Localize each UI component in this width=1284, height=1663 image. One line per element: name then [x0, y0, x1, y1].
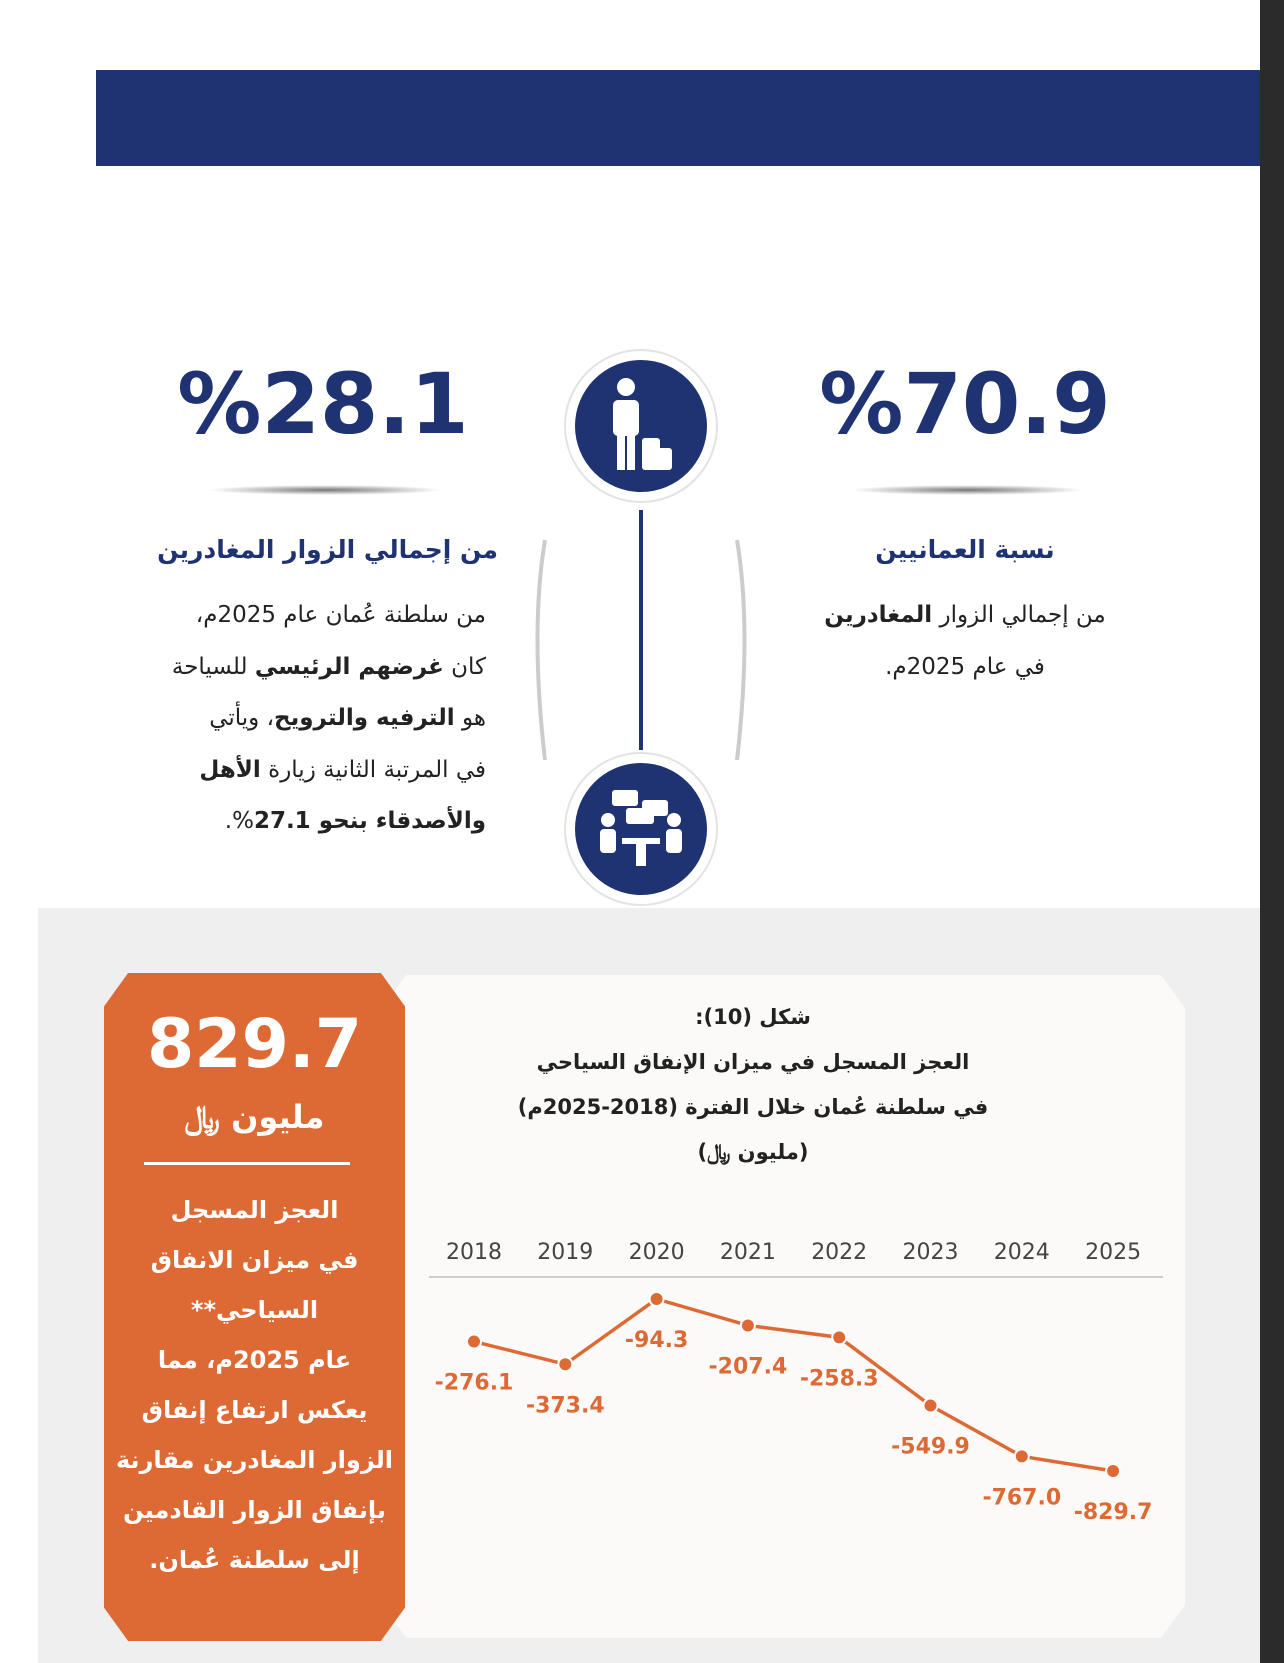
chart: شكل (10): العجز المسجل في ميزان الإنفاق ا…	[429, 1005, 1163, 1525]
callout-line: السياحي**	[190, 1296, 319, 1324]
stat-value: %70.9	[819, 355, 1111, 453]
traveler-icon	[613, 378, 672, 470]
stat-title: نسبة العمانيين	[875, 535, 1055, 564]
x-tick-label: 2019	[537, 1240, 593, 1265]
callout-line: يعكس ارتفاع إنفاق	[141, 1396, 368, 1424]
stat-value: %28.1	[177, 355, 469, 453]
text-segment: كان	[443, 653, 486, 680]
callout-line: عام 2025م، مما	[157, 1346, 352, 1374]
callout-line: الزوار المغادرين مقارنة	[116, 1446, 393, 1474]
value-label: -373.4	[526, 1393, 605, 1418]
text-segment: من سلطنة عُمان عام 2025م،	[195, 602, 486, 628]
value-label: -207.4	[709, 1354, 788, 1379]
header-bar	[96, 70, 1260, 166]
value-label: -767.0	[982, 1485, 1061, 1510]
value-label: -276.1	[435, 1371, 514, 1396]
callout-unit: مليون ﷼	[184, 1098, 325, 1136]
side-border	[1260, 0, 1284, 1663]
text-segment: غرضهم الرئيسي	[254, 653, 444, 680]
point	[1105, 1463, 1122, 1479]
text-segment: الترفيه والترويح	[274, 705, 455, 731]
point	[648, 1291, 665, 1307]
point	[831, 1329, 848, 1346]
text-segment: والأصدقاء بنحو 27.1	[253, 808, 486, 834]
point	[739, 1317, 756, 1334]
text-segment: هو	[454, 705, 486, 731]
text-segment: في عام 2025م.	[885, 653, 1045, 680]
stat-text: من إجمالي الزوار المغادرين في عام 2025م.	[765, 590, 1165, 693]
line	[473, 1297, 1114, 1473]
text-segment: %.	[224, 808, 254, 834]
text-segment: الأهل	[199, 756, 261, 783]
value-label: -258.3	[800, 1366, 879, 1391]
text-line: في المرتبة الثانية زيارة الأهل	[100, 745, 486, 797]
text-line: من سلطنة عُمان عام 2025م،	[100, 590, 486, 642]
x-tick-label: 2018	[446, 1240, 502, 1265]
arc	[735, 539, 747, 761]
text-line: كان غرضهم الرئيسي للسياحة	[100, 642, 486, 694]
divider	[208, 485, 443, 495]
point	[922, 1397, 939, 1414]
text-line: هو الترفيه والترويح، ويأتي	[100, 693, 486, 745]
meeting-icon	[600, 790, 682, 866]
value-label: -549.9	[891, 1435, 970, 1460]
x-tick-label: 2023	[903, 1240, 959, 1265]
icon-column	[535, 349, 747, 906]
chart-card	[382, 975, 1185, 1638]
x-tick-label: 2024	[994, 1240, 1050, 1265]
x-tick-label: 2025	[1085, 1240, 1141, 1265]
divider	[850, 485, 1085, 495]
x-tick-label: 2021	[720, 1240, 776, 1265]
text-line: من إجمالي الزوار المغادرين	[765, 590, 1165, 642]
arc	[535, 539, 547, 761]
value-label: -94.3	[625, 1328, 688, 1353]
stat-text: من سلطنة عُمان عام 2025م، كان غرضهم الرئي…	[100, 590, 486, 848]
icon-circle	[575, 763, 707, 895]
chart-title: شكل (10):	[695, 1005, 811, 1029]
callout-value: 829.7	[146, 1005, 363, 1084]
x-tick-label: 2020	[629, 1240, 685, 1265]
text-segment: في المرتبة الثانية زيارة	[260, 756, 486, 783]
callout-line: في ميزان الانفاق	[150, 1246, 359, 1274]
chart-title: في سلطنة عُمان خلال الفترة (2018-2025م)	[518, 1095, 989, 1119]
chart-title: (مليون ﷼)	[698, 1140, 809, 1165]
text-segment: من إجمالي الزوار	[932, 602, 1106, 628]
point	[466, 1333, 482, 1350]
stat-title: من إجمالي الزوار المغادرين	[157, 535, 498, 564]
point	[557, 1356, 574, 1373]
text-segment: المغادرين	[824, 602, 933, 628]
icon-circle	[575, 360, 707, 492]
chart-title: العجز المسجل في ميزان الإنفاق السياحي	[537, 1050, 970, 1074]
callout-box	[104, 973, 405, 1641]
text-line: والأصدقاء بنحو 27.1%.	[100, 796, 486, 848]
text-segment: ، ويأتي	[209, 705, 275, 731]
callout-line: بإنفاق الزوار القادمين	[123, 1496, 386, 1524]
callout-line: إلى سلطنة عُمان.	[149, 1546, 360, 1574]
callout-divider	[144, 1162, 350, 1165]
callout-text: العجز المسجل في ميزان الانفاق السياحي** عام…	[104, 1185, 405, 1585]
text-segment: للسياحة	[171, 653, 255, 680]
value-label: -829.7	[1074, 1500, 1153, 1525]
point	[1013, 1448, 1030, 1465]
x-tick-label: 2022	[811, 1240, 867, 1265]
callout-line: العجز المسجل	[170, 1196, 339, 1224]
text-line: في عام 2025م.	[765, 642, 1165, 694]
